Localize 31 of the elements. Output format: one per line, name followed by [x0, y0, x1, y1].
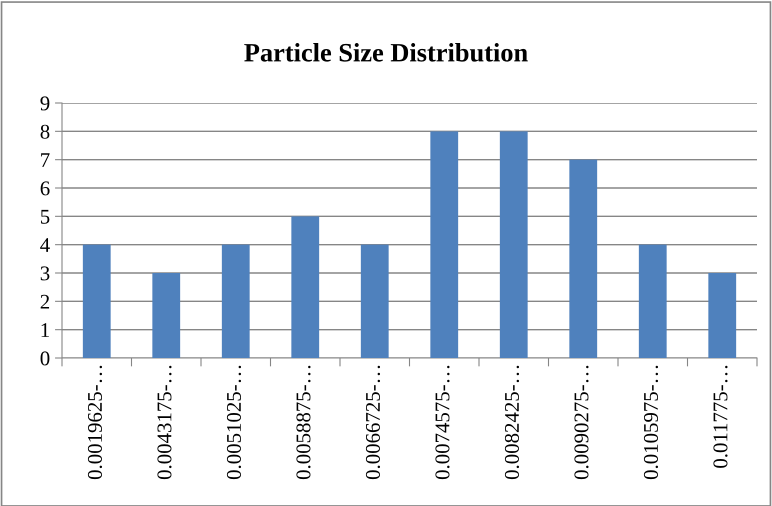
- y-tick-label: 7: [41, 153, 50, 167]
- x-tick-label: 0.011775-…: [713, 366, 728, 468]
- y-tick-label: 9: [40, 96, 50, 110]
- y-tick-label: 6: [40, 181, 50, 196]
- bar: [82, 244, 111, 358]
- bar: [569, 160, 598, 358]
- y-tick-label: 1: [42, 323, 49, 337]
- y-tick-label: 4: [40, 238, 50, 252]
- bar: [500, 131, 528, 358]
- bar: [708, 273, 736, 358]
- bar: [430, 131, 458, 358]
- y-tick-label: 3: [40, 266, 50, 280]
- x-tick-label: 0.0019625-…: [88, 366, 102, 480]
- y-tick-label: 2: [40, 294, 50, 309]
- x-tick-label: 0.0082425-…: [504, 366, 520, 480]
- x-tick-label: 0.0043175-…: [157, 366, 172, 480]
- x-tick-label: 0.0051025-…: [226, 366, 242, 480]
- bar: [360, 244, 389, 358]
- y-tick-label: 0: [40, 351, 50, 366]
- x-tick-label: 0.0074575-…: [435, 366, 450, 480]
- chart-title: Particle Size Distribution: [244, 43, 528, 62]
- y-tick-label: 5: [40, 210, 50, 224]
- x-tick-label: 0.0066725-…: [366, 366, 380, 480]
- bar: [291, 216, 320, 358]
- x-tick-label: 0.0058875-…: [296, 366, 311, 480]
- bar: [222, 244, 250, 358]
- bar: [638, 244, 667, 358]
- bar: [152, 273, 180, 358]
- x-tick-label: 0.0090275-…: [574, 366, 589, 480]
- x-tick-label: 0.0105975-…: [644, 366, 658, 480]
- y-tick-label: 8: [40, 124, 50, 139]
